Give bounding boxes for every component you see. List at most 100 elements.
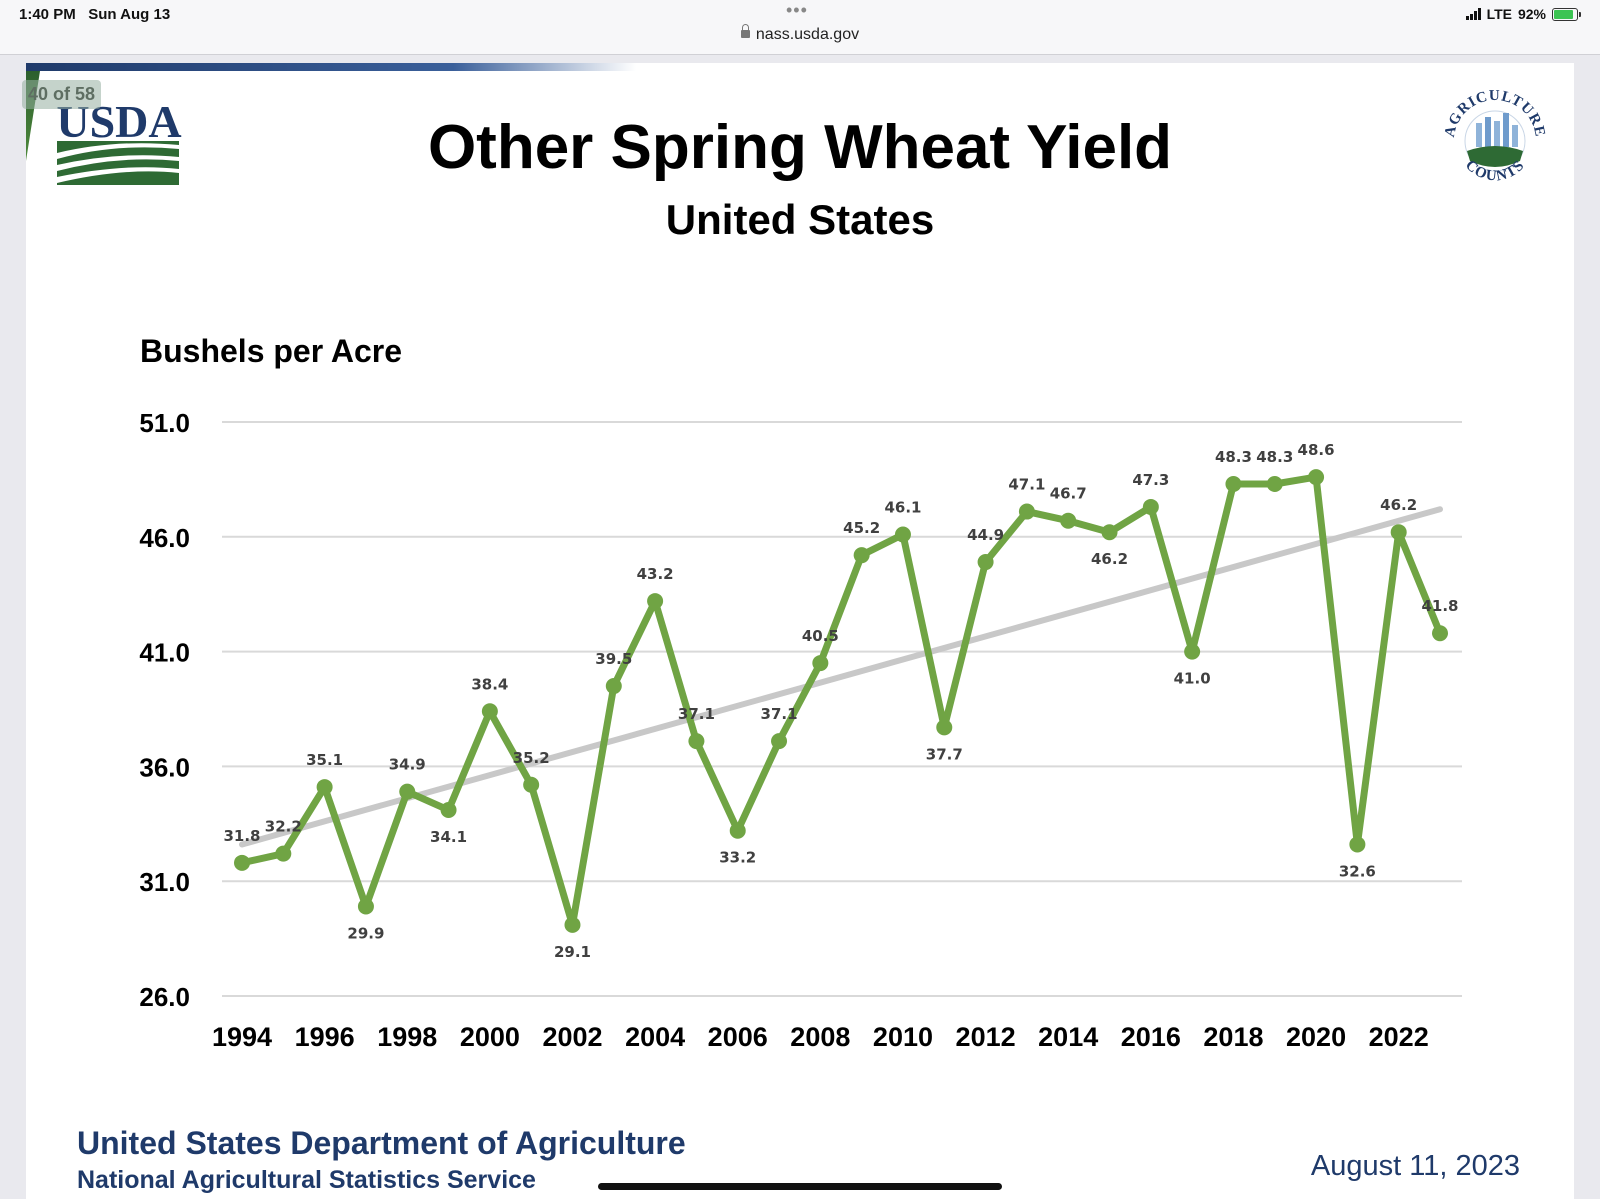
data-point [523,776,540,793]
x-tick-label: 2000 [460,1022,520,1052]
x-tick-label: 2014 [1038,1022,1098,1052]
data-label: 38.4 [471,675,508,693]
data-point [275,845,292,862]
data-label: 32.2 [265,818,302,836]
trendline [239,506,1443,848]
data-point [1184,643,1201,660]
data-label: 48.6 [1298,441,1335,459]
slide-page [26,63,1574,1199]
data-label: 48.3 [1215,448,1252,466]
data-label: 37.1 [761,705,798,723]
browser-menu-dots[interactable]: ••• [786,0,808,20]
x-tick-label: 1994 [212,1022,272,1052]
x-tick-label: 1998 [377,1022,437,1052]
data-labels: 31.8 32.2 35.1 29.9 34.9 34.1 38.4 35.2 29.1 39.5… [223,441,1458,961]
data-label: 45.2 [843,519,880,537]
data-point [1225,475,1242,492]
data-label: 46.7 [1050,485,1087,503]
data-label: 29.1 [554,943,591,961]
chart-subtitle: United States [665,196,935,243]
x-tick-label: 2022 [1369,1022,1429,1052]
grid-lines [222,421,1462,997]
series-line [238,473,1444,929]
data-label: 40.5 [802,627,839,645]
data-point [853,547,870,564]
data-point [1266,475,1283,492]
data-point [399,783,416,800]
url-text: nass.usda.gov [755,26,860,43]
data-label: 46.2 [1091,550,1128,568]
data-point [234,854,250,871]
x-tick-label: 2010 [873,1022,933,1052]
status-time: 1:40 PM Sun Aug 13 [19,6,171,23]
data-label: 43.2 [637,565,674,583]
y-tick-label: 36.0 [139,752,190,782]
data-point [977,554,994,571]
data-label: 32.6 [1339,862,1376,880]
data-point [564,916,581,933]
ios-status-bar: 1:40 PM Sun Aug 13 ••• nass.usda.gov LTE… [0,0,1600,55]
data-point [936,719,953,736]
x-tick-label: 2016 [1121,1022,1181,1052]
address-bar[interactable]: nass.usda.gov [0,24,1600,44]
x-tick-label: 2012 [956,1022,1016,1052]
data-label: 33.2 [719,849,756,867]
data-point [771,733,788,750]
data-label: 29.9 [347,924,384,942]
signal-icon [1465,8,1481,20]
x-tick-label: 2008 [790,1022,850,1052]
x-tick-label: 2020 [1286,1022,1346,1052]
data-point [1142,498,1159,515]
footer-date: August 11, 2023 [1310,1150,1520,1182]
data-point [1432,625,1448,642]
battery-percent: 92% [1517,6,1546,22]
data-point [647,593,664,610]
data-label: 39.5 [595,650,632,668]
data-point [812,655,829,672]
data-label: 41.0 [1174,670,1211,688]
data-label: 46.2 [1380,496,1417,514]
data-label: 34.9 [389,756,426,774]
data-point [357,898,374,915]
home-indicator[interactable] [598,1183,1002,1190]
data-label: 48.3 [1256,448,1293,466]
y-tick-label: 46.0 [139,523,190,553]
page-counter-badge: 40 of 58 [22,80,102,109]
data-label: 47.1 [1008,476,1045,494]
x-tick-label: 2002 [542,1022,602,1052]
chart-title: Other Spring Wheat Yield [427,113,1173,182]
data-point [1060,512,1077,529]
data-label: 34.1 [430,828,467,846]
status-right: LTE 92% [1465,6,1581,22]
y-tick-label: 26.0 [139,982,190,1012]
footer-service: National Agricultural Statistics Service [77,1166,536,1194]
y-tick-label: 41.0 [139,638,190,668]
data-point [1349,836,1366,853]
footer-department: United States Department of Agriculture [77,1125,686,1161]
x-tick-label: 1996 [295,1022,355,1052]
data-label: 41.8 [1421,597,1458,615]
data-label: 31.8 [223,827,260,845]
data-point [605,678,622,695]
agriculture-counts-logo: AGRICULTURE COUNTS [1442,88,1547,185]
data-point [1101,524,1118,541]
data-point [729,822,746,839]
trendline-segment [239,506,1443,848]
y-tick-labels: 26.0 31.0 36.0 41.0 46.0 51.0 [139,408,190,1012]
data-label: 37.1 [678,705,715,723]
x-tick-label: 2018 [1203,1022,1263,1052]
y-tick-label: 51.0 [139,408,190,438]
data-point [1308,469,1325,486]
data-point [894,526,911,543]
data-label: 37.7 [926,745,963,763]
data-point [481,703,498,720]
y-tick-label: 31.0 [139,867,190,897]
x-tick-labels: 1994 1996 1998 2000 2002 2004 2006 2008 2010 2012… [212,1022,1429,1052]
x-tick-label: 2004 [625,1022,685,1052]
x-tick-label: 2006 [708,1022,768,1052]
data-point [688,733,705,750]
data-label: 35.2 [513,749,550,767]
y-axis-title: Bushels per Acre [140,333,403,369]
data-label: 35.1 [306,751,343,769]
